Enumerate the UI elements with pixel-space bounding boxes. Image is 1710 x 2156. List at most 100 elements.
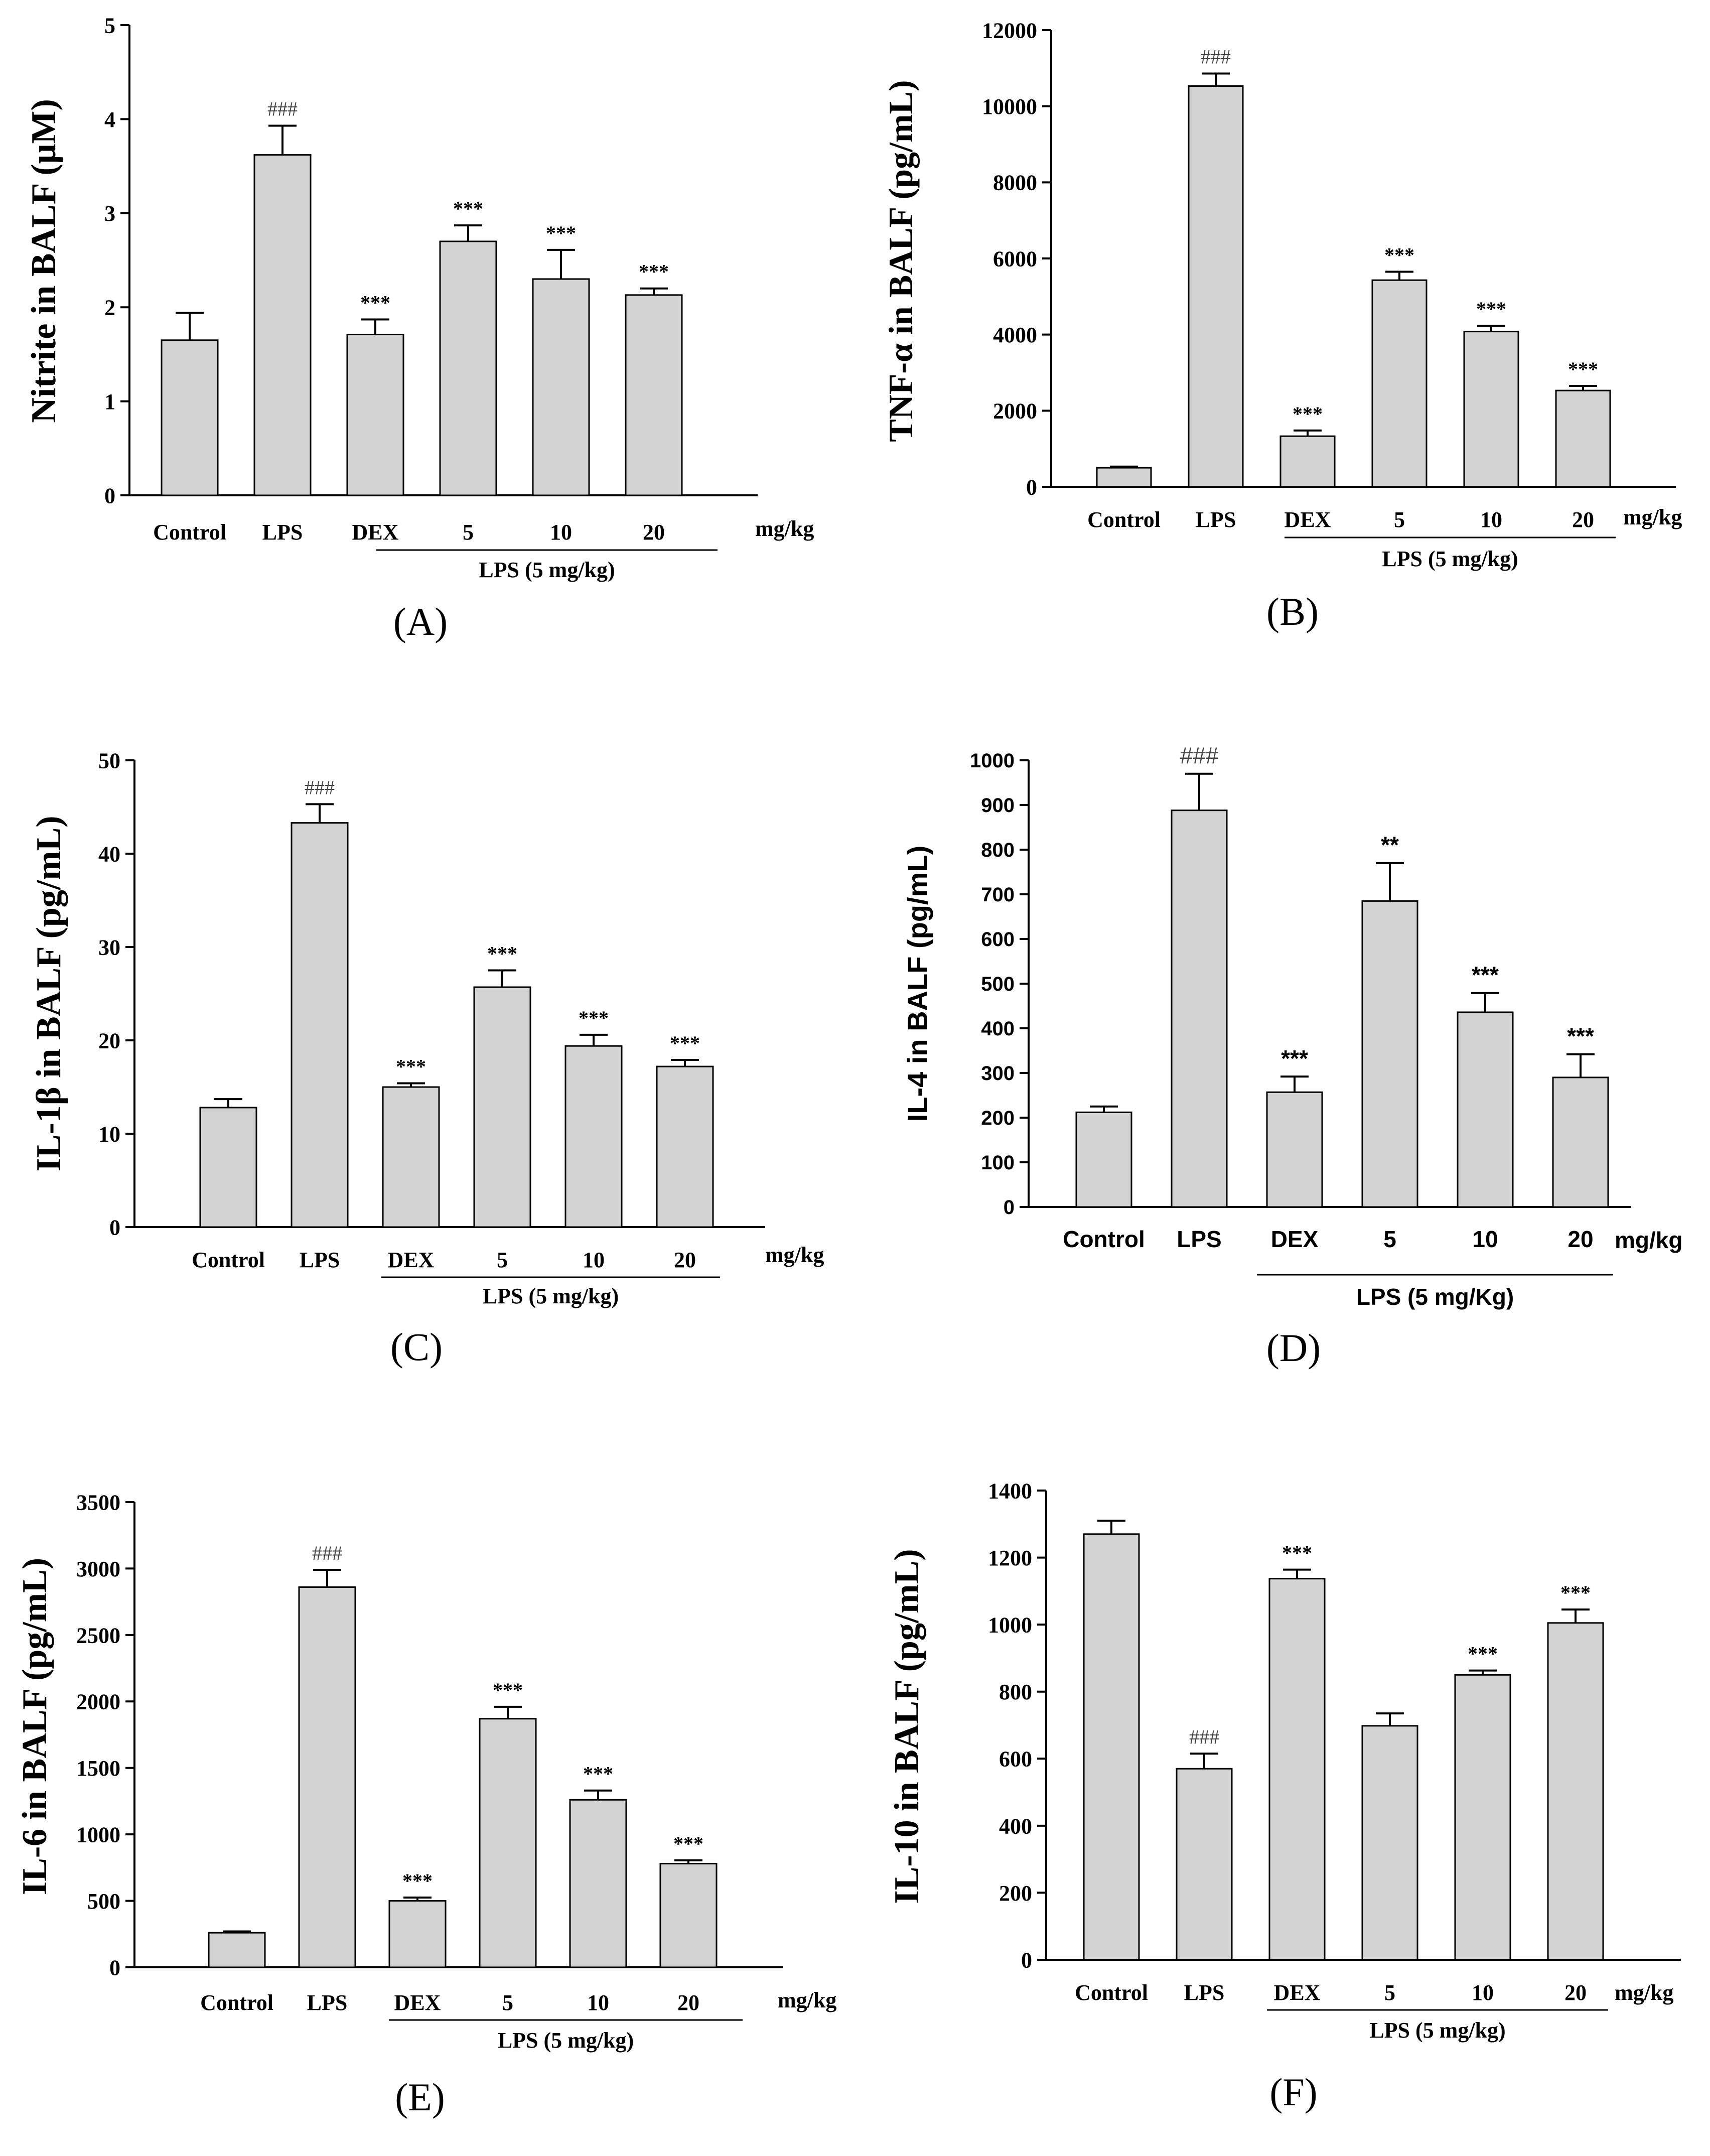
significance-label: ***	[493, 1679, 523, 1701]
y-tick-label: 3	[104, 201, 115, 226]
x-unit-label: mg/kg	[1615, 1227, 1682, 1253]
y-tick-label: 0	[109, 1955, 120, 1980]
x-category-label: LPS	[1184, 1980, 1225, 2005]
y-tick-label: 400	[981, 1018, 1015, 1040]
y-tick-label: 1000	[970, 750, 1015, 772]
x-category-label: Control	[192, 1248, 265, 1272]
y-tick-label: 3000	[76, 1557, 120, 1581]
y-tick-label: 3500	[76, 1490, 120, 1515]
y-tick-label: 0	[1004, 1196, 1015, 1219]
bar	[1361, 1725, 1418, 1961]
significance-label: ***	[1476, 298, 1506, 320]
bar	[1279, 435, 1336, 488]
significance-label: ***	[1468, 1643, 1498, 1665]
y-tick-label: 200	[981, 1107, 1015, 1129]
group-label: LPS (5 mg/kg)	[498, 2028, 634, 2053]
significance-label: ***	[1567, 1023, 1594, 1049]
x-category-label: Control	[200, 1990, 273, 2015]
bar	[625, 294, 683, 496]
bar	[1188, 85, 1244, 488]
significance-label: ***	[1293, 402, 1323, 425]
x-category-label: 5	[1384, 1980, 1395, 2005]
significance-label: ###	[1180, 743, 1219, 769]
y-tick-label: 6000	[993, 246, 1037, 271]
significance-label: ###	[1189, 1725, 1219, 1748]
x-category-label: Control	[153, 520, 226, 545]
y-tick-label: 200	[999, 1881, 1032, 1906]
bar	[473, 986, 531, 1228]
significance-label: ***	[1568, 358, 1598, 380]
panel-label: (C)	[390, 1325, 443, 1369]
group-label: LPS (5 mg/kg)	[483, 1284, 619, 1308]
y-tick-label: 2500	[76, 1623, 120, 1648]
panel-label: (E)	[395, 2075, 445, 2119]
y-axis-label: IL-4 in BALF (pg/mL)	[902, 846, 933, 1122]
significance-label: **	[1381, 832, 1399, 858]
x-unit-label: mg/kg	[755, 516, 814, 541]
y-axis-label: IL-1β in BALF (pg/mL)	[30, 816, 68, 1171]
bar	[388, 1900, 447, 1968]
y-tick-label: 900	[981, 794, 1015, 817]
significance-label: ***	[453, 197, 483, 220]
bar	[1547, 1622, 1604, 1961]
x-category-label: DEX	[1285, 507, 1331, 532]
y-tick-label: 50	[98, 748, 120, 773]
x-category-label: LPS	[262, 520, 303, 545]
bar	[656, 1065, 714, 1228]
y-tick-label: 300	[981, 1062, 1015, 1085]
bar	[1552, 1076, 1609, 1208]
y-axis-label: TNF-α in BALF (pg/mL)	[882, 80, 920, 442]
y-tick-label: 400	[999, 1814, 1032, 1838]
y-axis-label: Nitrite in BALF (μM)	[25, 99, 63, 423]
x-category-label: 10	[583, 1248, 605, 1272]
bar	[569, 1799, 627, 1968]
x-category-label: 5	[1383, 1226, 1396, 1252]
significance-label: ***	[396, 1055, 426, 1078]
y-tick-label: 5	[104, 13, 115, 38]
y-tick-label: 2000	[76, 1690, 120, 1714]
bar	[532, 278, 590, 496]
x-category-label: 5	[1394, 507, 1405, 532]
x-category-label: Control	[1075, 1980, 1148, 2005]
significance-label: ###	[312, 1542, 342, 1564]
x-category-label: DEX	[1274, 1980, 1321, 2005]
group-label: LPS (5 mg/kg)	[479, 558, 615, 582]
bar	[659, 1862, 718, 1968]
y-tick-label: 600	[999, 1747, 1032, 1772]
x-category-label: 10	[1472, 1980, 1494, 2005]
panel-label: (A)	[393, 600, 448, 643]
x-unit-label: mg/kg	[765, 1243, 824, 1267]
y-axis-label: IL-6 in BALF (pg/mL)	[16, 1558, 54, 1895]
panel-label: (F)	[1269, 2070, 1317, 2114]
x-category-label: 20	[643, 520, 665, 545]
significance-label: ***	[1282, 1542, 1312, 1564]
y-tick-label: 800	[999, 1680, 1032, 1704]
y-tick-label: 1000	[76, 1823, 120, 1847]
chart-panel-1: 0 1 2 3 4 5 Control ### LPS *** DEX *** 5 *** 10 *** 20 m…	[25, 13, 814, 643]
bar	[1096, 467, 1152, 488]
x-category-label: 20	[1568, 1226, 1593, 1252]
significance-label: ###	[1201, 45, 1231, 68]
x-category-label: Control	[1063, 1226, 1145, 1252]
x-category-label: LPS	[1177, 1226, 1221, 1252]
significance-label: ***	[487, 942, 517, 965]
y-tick-label: 0	[109, 1215, 120, 1240]
x-category-label: DEX	[388, 1248, 435, 1272]
significance-label: ***	[1472, 962, 1499, 988]
y-tick-label: 700	[981, 884, 1015, 906]
chart-panel-5: 0 500 1000 1500 2000 2500 3000 3500 Control ### LP…	[16, 1490, 836, 2119]
y-tick-label: 100	[981, 1152, 1015, 1174]
x-category-label: 5	[463, 520, 474, 545]
chart-panel-4: 0 100 200 300 400 500 600 700 800 900 1000 Control #…	[902, 743, 1682, 1370]
y-tick-label: 500	[87, 1889, 120, 1914]
y-tick-label: 10	[98, 1122, 120, 1146]
significance-label: ###	[305, 776, 335, 798]
bar	[439, 240, 497, 496]
significance-label: ***	[1384, 244, 1414, 266]
bar	[1075, 1111, 1132, 1208]
bar	[479, 1718, 537, 1968]
y-tick-label: 8000	[993, 171, 1037, 195]
group-label: LPS (5 mg/kg)	[1369, 2018, 1505, 2043]
bar	[1266, 1091, 1323, 1208]
bar	[1457, 1011, 1514, 1208]
